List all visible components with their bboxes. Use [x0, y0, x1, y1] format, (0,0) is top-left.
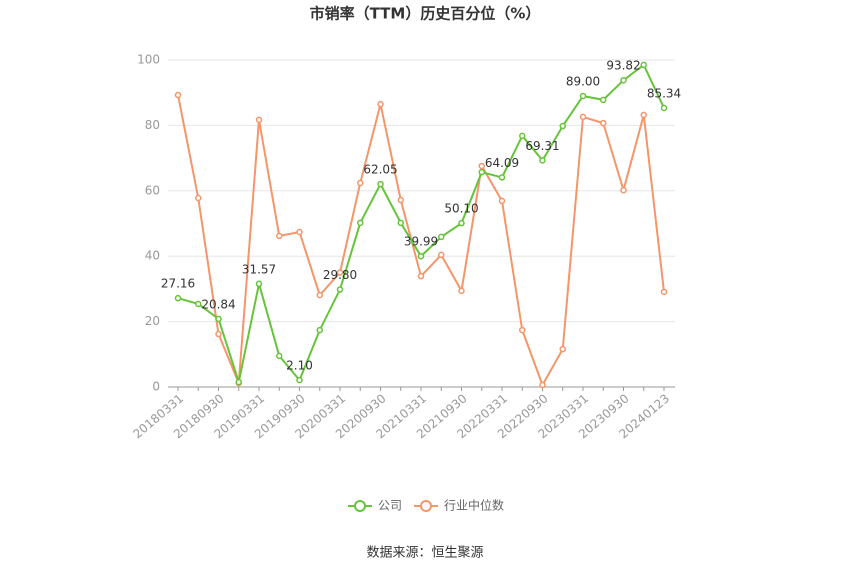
point	[539, 381, 546, 389]
point	[255, 116, 263, 124]
point	[276, 232, 283, 240]
point	[559, 122, 566, 130]
legend-marker	[354, 500, 366, 512]
data-label: 31.57	[242, 262, 276, 276]
legend-label: 行业中位数	[444, 498, 504, 513]
point	[235, 378, 242, 386]
point	[215, 330, 222, 338]
data-label: 85.34	[647, 86, 681, 100]
y-tick-label: 20	[145, 314, 160, 328]
point	[559, 345, 566, 353]
point	[397, 219, 404, 227]
point	[640, 61, 647, 69]
point	[195, 194, 202, 202]
point	[620, 76, 627, 84]
point	[215, 315, 222, 323]
point	[316, 291, 323, 299]
data-label: 27.16	[161, 277, 195, 291]
y-tick-label: 0	[152, 380, 160, 394]
point	[519, 326, 526, 334]
y-tick-label: 40	[145, 249, 160, 263]
point	[660, 104, 668, 112]
point	[600, 119, 607, 127]
point	[579, 113, 587, 121]
point	[377, 180, 384, 188]
data-label: 50.10	[444, 202, 478, 216]
point	[174, 294, 182, 302]
point	[316, 326, 323, 334]
point	[296, 376, 303, 384]
point	[417, 272, 425, 280]
point	[478, 168, 485, 176]
chart-title: 市销率（TTM）历史百分位（%）	[310, 5, 541, 23]
data-label: 20.84	[201, 297, 235, 311]
legend-marker	[420, 500, 433, 512]
point	[417, 252, 425, 260]
point	[539, 157, 546, 164]
data-label: 2.10	[286, 359, 313, 373]
data-label: 93.82	[606, 59, 640, 73]
legend-label: 公司	[378, 499, 402, 513]
y-tick-label: 100	[137, 53, 160, 67]
point	[255, 280, 263, 288]
point	[498, 197, 506, 205]
data-label: 69.31	[525, 139, 559, 153]
point	[357, 219, 364, 227]
point	[357, 179, 364, 187]
source-note: 数据来源：恒生聚源	[366, 546, 483, 561]
point	[519, 132, 526, 140]
point	[336, 269, 344, 276]
data-label: 29.80	[323, 268, 357, 282]
point	[660, 288, 668, 296]
point	[174, 91, 182, 99]
point	[438, 233, 445, 241]
data-label: 64.09	[485, 156, 519, 170]
y-tick-label: 60	[145, 183, 160, 197]
point	[397, 196, 404, 204]
point	[195, 300, 202, 308]
point	[600, 96, 607, 104]
data-label: 89.00	[566, 74, 600, 88]
point	[478, 162, 485, 170]
point	[498, 174, 506, 181]
point	[458, 287, 465, 295]
point	[640, 111, 647, 119]
point	[296, 228, 303, 236]
data-label: 62.05	[363, 163, 397, 177]
point	[620, 186, 627, 194]
point	[438, 251, 445, 259]
point	[579, 92, 587, 100]
point	[276, 352, 283, 360]
point	[336, 286, 344, 293]
y-tick-label: 80	[145, 118, 160, 132]
point	[458, 219, 465, 227]
data-label: 39.99	[404, 235, 438, 249]
point	[377, 100, 384, 108]
